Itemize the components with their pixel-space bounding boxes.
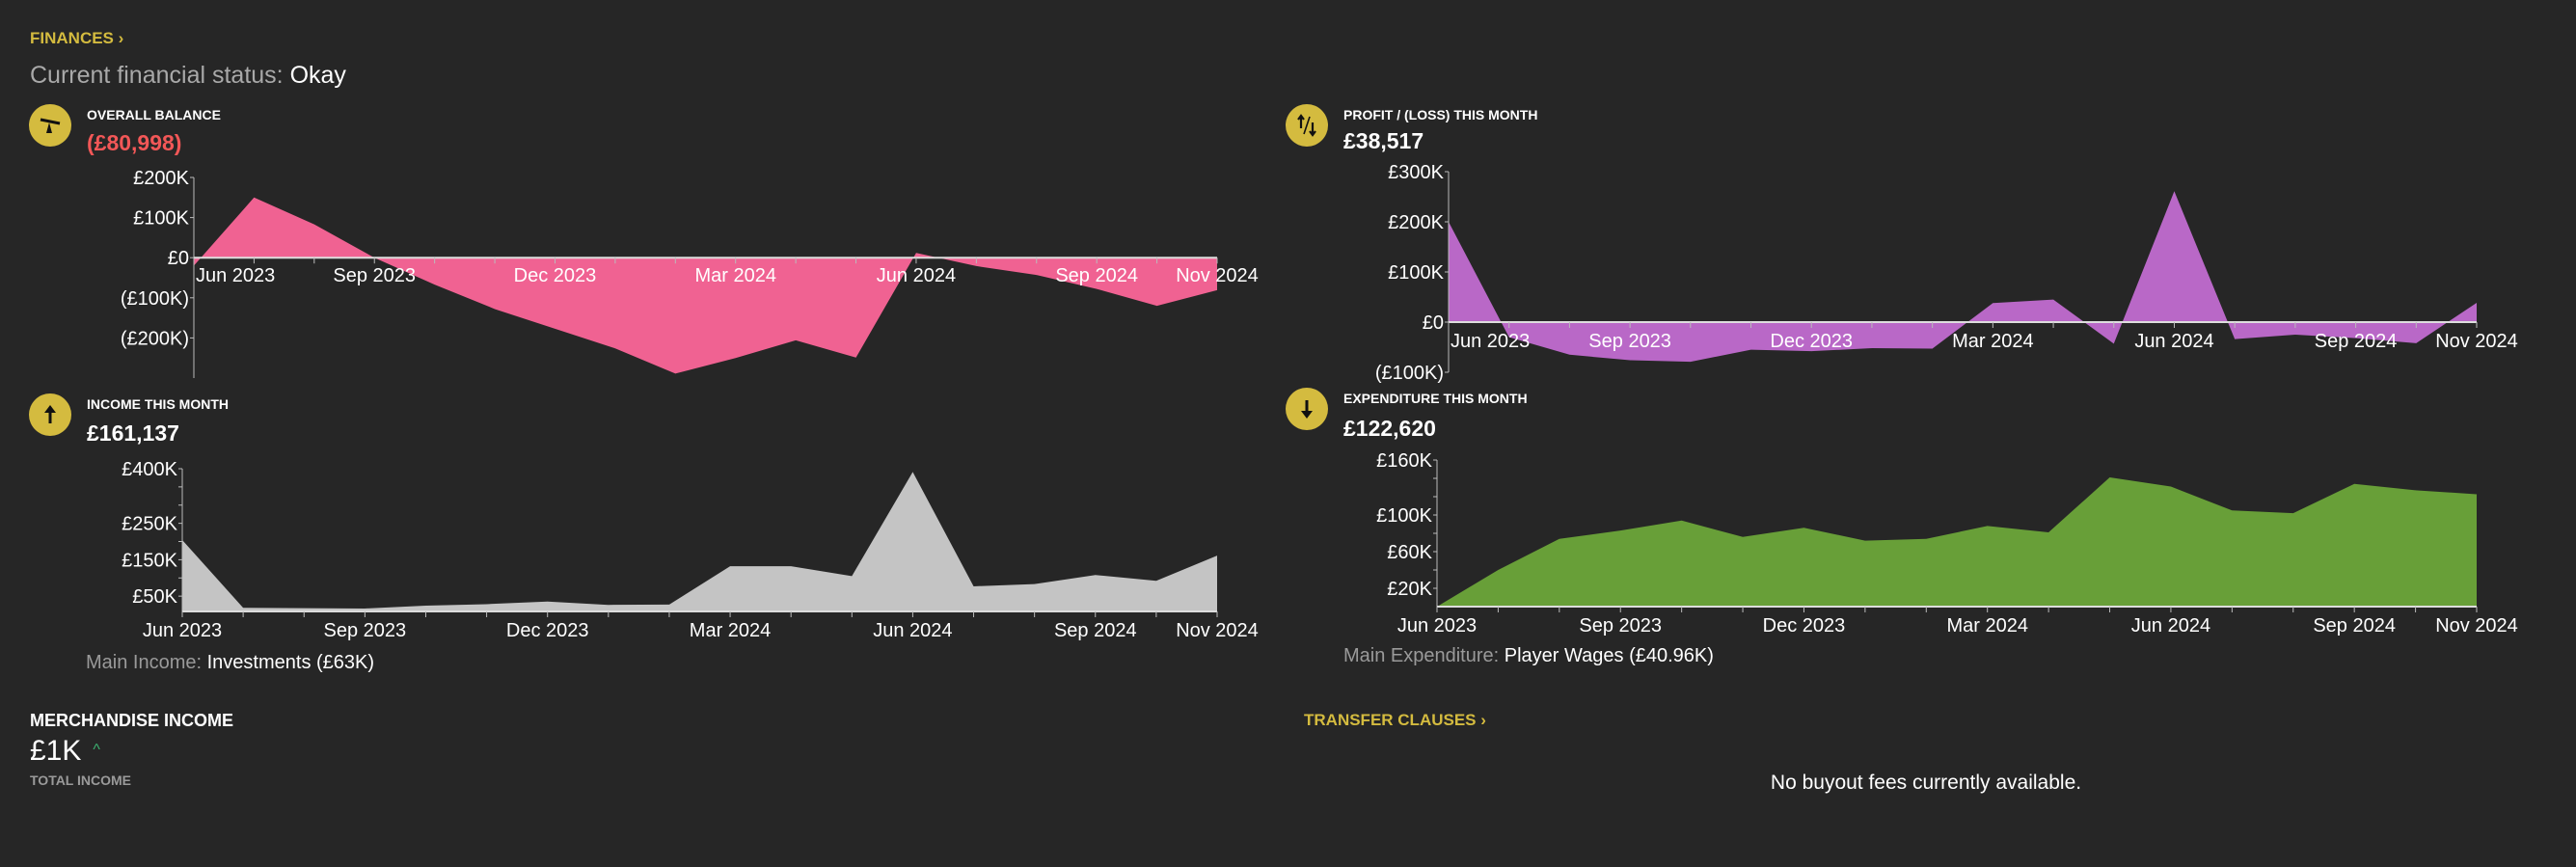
profit-chart: £300K £200K £100K £0 (£100K) Jun 2023 Sep 2023… xyxy=(1375,162,2518,384)
merchandise-caption: TOTAL INCOME xyxy=(30,772,131,788)
income-x-tick-label: Jun 2024 xyxy=(873,620,952,641)
no-buyout-message: No buyout fees currently available. xyxy=(1770,772,2082,794)
merchandise-title: MERCHANDISE INCOME xyxy=(30,711,234,730)
transfer-clauses-link[interactable]: TRANSFER CLAUSES › xyxy=(1304,711,1486,730)
profit-x-tick-label: Mar 2024 xyxy=(1952,331,2034,352)
expenditure-y-tick-label: £20K xyxy=(1387,579,1432,600)
income-title: INCOME THIS MONTH xyxy=(87,396,229,412)
balance-y-tick-label: £0 xyxy=(168,248,189,269)
merchandise-value: £1K xyxy=(30,735,82,767)
expenditure-y-tick-label: £100K xyxy=(1376,505,1432,527)
arrow-up-icon xyxy=(29,393,71,436)
expenditure-y-tick-label: £160K xyxy=(1376,450,1432,472)
balance-x-tick-label: Sep 2023 xyxy=(333,265,416,286)
main-income-label: Main Income: xyxy=(86,652,203,673)
balance-y-tick-label: (£200K) xyxy=(121,328,189,349)
balance-x-tick-label: Jun 2024 xyxy=(877,265,956,286)
arrow-down-icon xyxy=(1286,388,1328,430)
transfer-clauses-label: TRANSFER CLAUSES xyxy=(1304,711,1477,729)
profit-x-tick-label: Dec 2023 xyxy=(1770,331,1853,352)
balance-x-tick-label: Nov 2024 xyxy=(1176,265,1259,286)
balance-y-tick-label: £200K xyxy=(133,168,189,189)
profit-y-tick-label: £200K xyxy=(1388,212,1444,233)
status-label: Current financial status: xyxy=(30,62,284,89)
income-y-tick-label: £400K xyxy=(122,459,177,480)
balance-y-tick-label: £100K xyxy=(133,208,189,230)
profit-x-tick-label: Jun 2023 xyxy=(1451,331,1530,352)
profit-x-tick-label: Nov 2024 xyxy=(2435,331,2518,352)
profit-y-tick-label: £0 xyxy=(1423,312,1444,334)
up-down-arrows-icon xyxy=(1286,104,1328,147)
caret-up-icon: ^ xyxy=(93,742,100,758)
income-x-tick-label: Sep 2024 xyxy=(1054,620,1137,641)
profit-x-tick-label: Jun 2024 xyxy=(2134,331,2213,352)
scales-icon xyxy=(29,104,71,147)
chevron-right-icon: › xyxy=(113,29,124,47)
balance-x-tick-label: Dec 2023 xyxy=(514,265,597,286)
expenditure-x-tick-label: Sep 2023 xyxy=(1579,615,1662,637)
income-x-tick-label: Sep 2023 xyxy=(324,620,407,641)
main-expenditure-value: Player Wages (£40.96K) xyxy=(1504,645,1714,666)
expenditure-y-tick-label: £60K xyxy=(1387,542,1432,563)
income-x-tick-label: Mar 2024 xyxy=(690,620,772,641)
main-expenditure-label: Main Expenditure: xyxy=(1343,645,1500,666)
status-value: Okay xyxy=(289,62,346,89)
expenditure-x-tick-label: Mar 2024 xyxy=(1946,615,2028,637)
balance-x-tick-label: Jun 2023 xyxy=(196,265,275,286)
balance-area xyxy=(194,197,1217,374)
income-y-tick-label: £250K xyxy=(122,514,177,535)
profit-area xyxy=(1449,191,2477,363)
income-y-tick-label: £50K xyxy=(132,586,177,608)
balance-x-tick-label: Sep 2024 xyxy=(1055,265,1138,286)
expenditure-chart: £160K £100K £60K £20K Jun 2023 Sep 2023 Dec 20… xyxy=(1376,450,2518,637)
income-chart: £400K £250K £150K £50K Jun 2023 Sep 2023 Dec 2… xyxy=(122,459,1259,641)
chevron-right-icon: › xyxy=(1476,711,1486,729)
main-expenditure: Main Expenditure: Player Wages (£40.96K) xyxy=(1343,645,1714,667)
expenditure-value: £122,620 xyxy=(1343,416,1436,441)
income-area xyxy=(182,472,1217,611)
profit-y-tick-label: £300K xyxy=(1388,162,1444,183)
balance-y-tick-label: (£100K) xyxy=(121,288,189,310)
expenditure-x-tick-label: Sep 2024 xyxy=(2313,615,2396,637)
expenditure-x-tick-label: Jun 2023 xyxy=(1397,615,1477,637)
main-income-value: Investments (£63K) xyxy=(206,652,375,673)
finances-link-label: FINANCES xyxy=(30,29,114,47)
income-y-tick-label: £150K xyxy=(122,550,177,571)
financial-status: Current financial status: Okay xyxy=(30,62,346,90)
balance-value: (£80,998) xyxy=(87,130,182,155)
profit-y-tick-label: £100K xyxy=(1388,262,1444,284)
expenditure-area xyxy=(1437,477,2477,607)
expenditure-title: EXPENDITURE THIS MONTH xyxy=(1343,391,1528,406)
profit-x-tick-label: Sep 2024 xyxy=(2315,331,2398,352)
expenditure-x-tick-label: Jun 2024 xyxy=(2131,615,2210,637)
profit-title: PROFIT / (LOSS) THIS MONTH xyxy=(1343,107,1538,122)
income-x-tick-label: Dec 2023 xyxy=(506,620,589,641)
income-value: £161,137 xyxy=(87,420,179,446)
merchandise-income: £1K ^ xyxy=(30,735,100,768)
balance-x-tick-label: Mar 2024 xyxy=(694,265,776,286)
main-income: Main Income: Investments (£63K) xyxy=(86,652,374,674)
expenditure-x-tick-label: Nov 2024 xyxy=(2435,615,2518,637)
income-x-tick-label: Nov 2024 xyxy=(1176,620,1259,641)
income-x-tick-label: Jun 2023 xyxy=(143,620,222,641)
profit-y-tick-label: (£100K) xyxy=(1375,363,1444,384)
finances-link[interactable]: FINANCES › xyxy=(30,29,123,48)
balance-chart: £200K £100K £0 (£100K) (£200K) Jun 2023 Sep 20… xyxy=(121,168,1259,378)
profit-value: £38,517 xyxy=(1343,128,1424,153)
balance-title: OVERALL BALANCE xyxy=(87,107,221,122)
expenditure-x-tick-label: Dec 2023 xyxy=(1763,615,1846,637)
profit-x-tick-label: Sep 2023 xyxy=(1588,331,1671,352)
